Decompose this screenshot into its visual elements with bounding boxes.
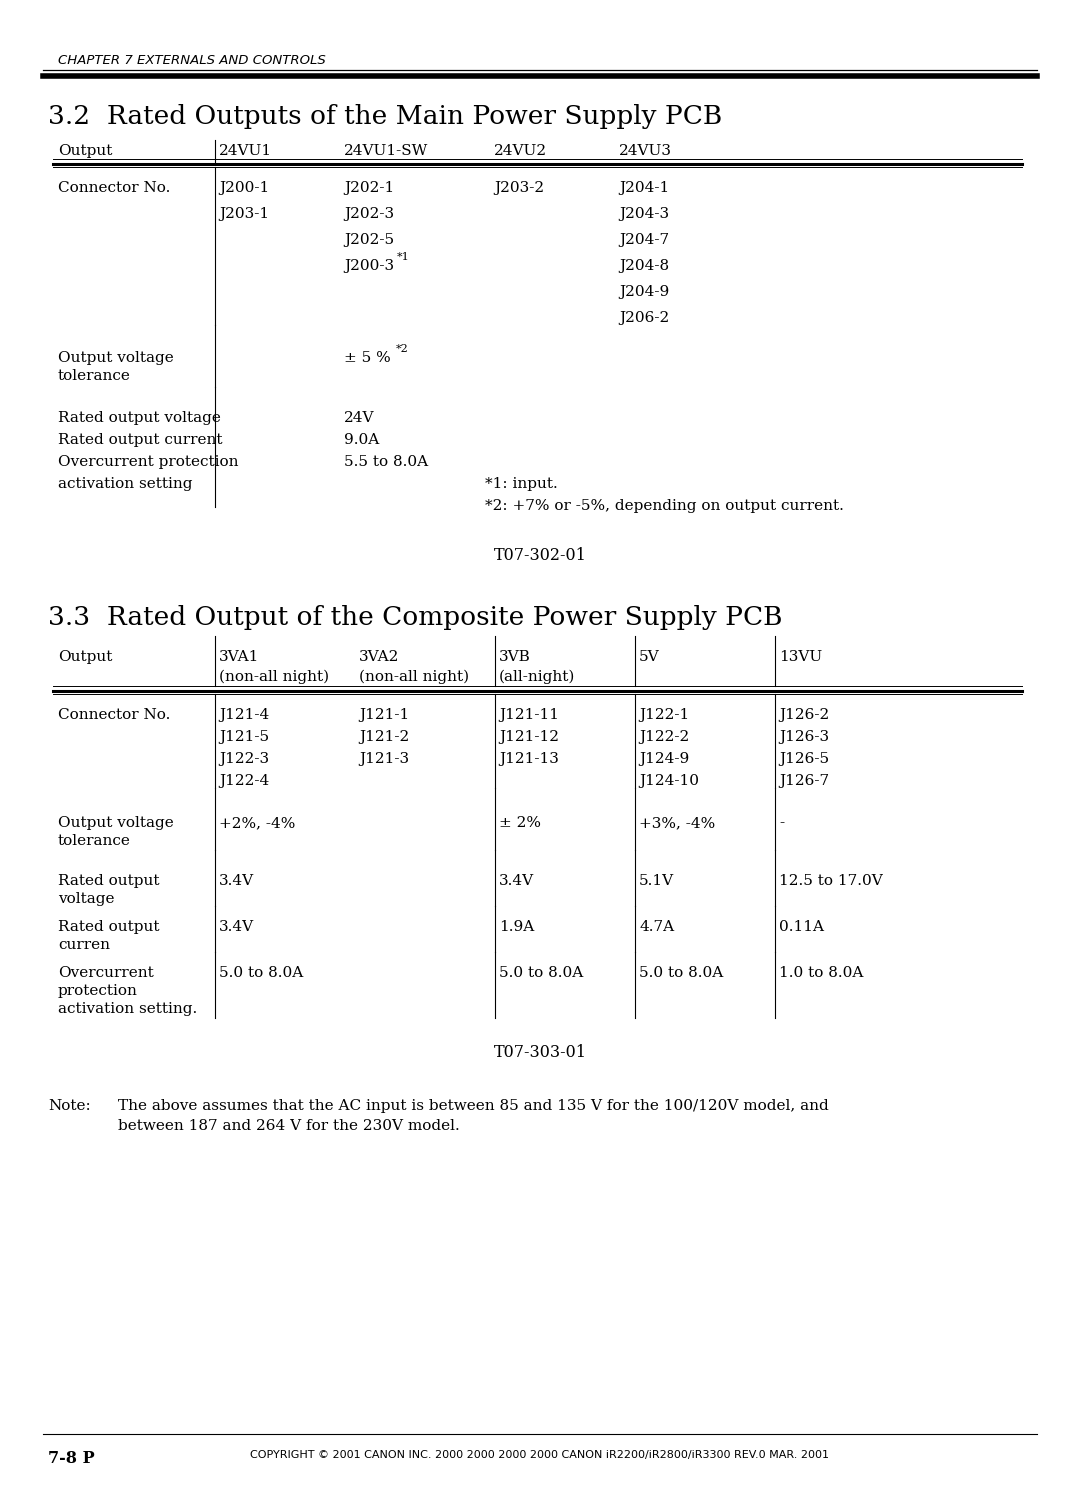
- Text: J203-1: J203-1: [219, 207, 269, 221]
- Text: 5.5 to 8.0A: 5.5 to 8.0A: [345, 455, 428, 469]
- Text: 5.0 to 8.0A: 5.0 to 8.0A: [499, 966, 583, 980]
- Text: CHAPTER 7 EXTERNALS AND CONTROLS: CHAPTER 7 EXTERNALS AND CONTROLS: [58, 54, 326, 67]
- Text: Output: Output: [58, 650, 112, 664]
- Text: 12.5 to 17.0V: 12.5 to 17.0V: [779, 874, 882, 888]
- Text: Output voltage: Output voltage: [58, 816, 174, 830]
- Text: J204-9: J204-9: [619, 284, 670, 299]
- Text: J204-3: J204-3: [619, 207, 670, 221]
- Text: T07-302-01: T07-302-01: [494, 547, 586, 564]
- Text: Output voltage: Output voltage: [58, 351, 174, 364]
- Text: J121-5: J121-5: [219, 730, 269, 744]
- Text: 24V: 24V: [345, 411, 375, 425]
- Text: T07-303-01: T07-303-01: [494, 1043, 586, 1061]
- Text: The above assumes that the AC input is between 85 and 135 V for the 100/120V mod: The above assumes that the AC input is b…: [118, 1099, 828, 1113]
- Text: 3.4V: 3.4V: [499, 874, 535, 888]
- Text: 13VU: 13VU: [779, 650, 822, 664]
- Text: J204-1: J204-1: [619, 181, 670, 195]
- Text: activation setting: activation setting: [58, 476, 192, 491]
- Text: *1: input.: *1: input.: [485, 476, 557, 491]
- Text: 5.1V: 5.1V: [639, 874, 674, 888]
- Text: 3VA1: 3VA1: [219, 650, 259, 664]
- Text: Rated output current: Rated output current: [58, 432, 222, 448]
- Text: 3.4V: 3.4V: [219, 919, 254, 934]
- Text: 24VU1: 24VU1: [219, 144, 272, 157]
- Text: Overcurrent protection: Overcurrent protection: [58, 455, 239, 469]
- Text: J124-10: J124-10: [639, 774, 699, 788]
- Text: Rated output: Rated output: [58, 874, 160, 888]
- Text: 3.3  Rated Output of the Composite Power Supply PCB: 3.3 Rated Output of the Composite Power …: [48, 605, 783, 631]
- Text: J204-7: J204-7: [619, 233, 670, 246]
- Text: COPYRIGHT © 2001 CANON INC. 2000 2000 2000 2000 CANON iR2200/iR2800/iR3300 REV.0: COPYRIGHT © 2001 CANON INC. 2000 2000 20…: [251, 1450, 829, 1461]
- Text: 4.7A: 4.7A: [639, 919, 674, 934]
- Text: 1.9A: 1.9A: [499, 919, 535, 934]
- Text: *1: *1: [397, 253, 409, 262]
- Text: Output: Output: [58, 144, 112, 157]
- Text: J204-8: J204-8: [619, 259, 670, 274]
- Text: 3VA2: 3VA2: [359, 650, 400, 664]
- Text: J200-1: J200-1: [219, 181, 269, 195]
- Text: (non-all night): (non-all night): [219, 670, 329, 685]
- Text: 5.0 to 8.0A: 5.0 to 8.0A: [639, 966, 724, 980]
- Text: 1.0 to 8.0A: 1.0 to 8.0A: [779, 966, 863, 980]
- Text: J202-5: J202-5: [345, 233, 394, 246]
- Text: 24VU2: 24VU2: [494, 144, 548, 157]
- Text: +3%, -4%: +3%, -4%: [639, 816, 715, 830]
- Text: 7-8 P: 7-8 P: [48, 1450, 95, 1467]
- Text: +2%, -4%: +2%, -4%: [219, 816, 295, 830]
- Text: J121-11: J121-11: [499, 708, 559, 723]
- Text: J206-2: J206-2: [619, 311, 670, 325]
- Text: J121-3: J121-3: [359, 751, 409, 767]
- Text: 24VU1-SW: 24VU1-SW: [345, 144, 429, 157]
- Text: J121-1: J121-1: [359, 708, 409, 723]
- Text: J121-12: J121-12: [499, 730, 559, 744]
- Text: J126-5: J126-5: [779, 751, 829, 767]
- Text: J122-4: J122-4: [219, 774, 269, 788]
- Text: *2: *2: [396, 345, 408, 354]
- Text: J121-2: J121-2: [359, 730, 409, 744]
- Text: (all-night): (all-night): [499, 670, 576, 685]
- Text: curren: curren: [58, 937, 110, 953]
- Text: 3.2  Rated Outputs of the Main Power Supply PCB: 3.2 Rated Outputs of the Main Power Supp…: [48, 104, 723, 129]
- Text: -: -: [779, 816, 784, 830]
- Text: 0.11A: 0.11A: [779, 919, 824, 934]
- Text: J202-1: J202-1: [345, 181, 394, 195]
- Text: Rated output: Rated output: [58, 919, 160, 934]
- Text: tolerance: tolerance: [58, 369, 131, 383]
- Text: J126-3: J126-3: [779, 730, 829, 744]
- Text: J121-13: J121-13: [499, 751, 558, 767]
- Text: voltage: voltage: [58, 892, 114, 906]
- Text: Note:: Note:: [48, 1099, 91, 1113]
- Text: *2: +7% or -5%, depending on output current.: *2: +7% or -5%, depending on output curr…: [485, 499, 843, 513]
- Text: J126-7: J126-7: [779, 774, 829, 788]
- Text: J122-2: J122-2: [639, 730, 689, 744]
- Text: between 187 and 264 V for the 230V model.: between 187 and 264 V for the 230V model…: [118, 1119, 460, 1132]
- Text: ± 5 %: ± 5 %: [345, 351, 391, 364]
- Text: activation setting.: activation setting.: [58, 1002, 198, 1016]
- Text: J122-1: J122-1: [639, 708, 689, 723]
- Text: J200-3: J200-3: [345, 259, 394, 274]
- Text: (non-all night): (non-all night): [359, 670, 469, 685]
- Text: 5.0 to 8.0A: 5.0 to 8.0A: [219, 966, 303, 980]
- Text: protection: protection: [58, 984, 138, 998]
- Text: Rated output voltage: Rated output voltage: [58, 411, 221, 425]
- Text: tolerance: tolerance: [58, 835, 131, 848]
- Text: J124-9: J124-9: [639, 751, 689, 767]
- Text: J202-3: J202-3: [345, 207, 394, 221]
- Text: Connector No.: Connector No.: [58, 708, 171, 723]
- Text: 9.0A: 9.0A: [345, 432, 379, 448]
- Text: 3.4V: 3.4V: [219, 874, 254, 888]
- Text: ± 2%: ± 2%: [499, 816, 541, 830]
- Text: J122-3: J122-3: [219, 751, 269, 767]
- Text: J203-2: J203-2: [494, 181, 544, 195]
- Text: 3VB: 3VB: [499, 650, 530, 664]
- Text: J121-4: J121-4: [219, 708, 269, 723]
- Text: 5V: 5V: [639, 650, 660, 664]
- Text: Connector No.: Connector No.: [58, 181, 171, 195]
- Text: Overcurrent: Overcurrent: [58, 966, 153, 980]
- Text: 24VU3: 24VU3: [619, 144, 672, 157]
- Text: J126-2: J126-2: [779, 708, 829, 723]
